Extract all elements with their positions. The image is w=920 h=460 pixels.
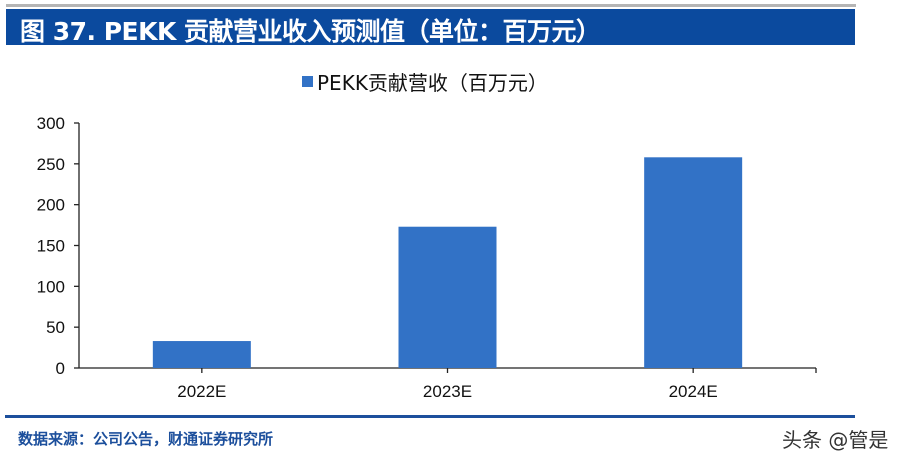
- x-axis: 2022E 2023E 2024E: [79, 367, 817, 401]
- x-tick-label: 2022E: [177, 382, 226, 401]
- y-axis: 0 50 100 150 200 250 300: [37, 114, 80, 378]
- source-note: 数据来源：公司公告，财通证券研究所: [18, 430, 274, 448]
- legend-swatch-icon: [302, 76, 313, 87]
- legend-label: PEKK贡献营收（百万元）: [317, 71, 548, 95]
- figure-title-bar: 图 37. PEKK 贡献营业收入预测值（单位：百万元）: [6, 9, 855, 46]
- bar: [398, 226, 497, 368]
- figure-title: 图 37. PEKK 贡献营业收入预测值（单位：百万元）: [20, 17, 601, 46]
- y-tick-label: 50: [46, 318, 65, 337]
- x-tick-label: 2024E: [669, 382, 718, 401]
- x-tick-label: 2023E: [423, 382, 472, 401]
- bar-chart: 0 50 100 150 200 250 300 2022E 2023E 2024E: [37, 114, 817, 401]
- y-tick-label: 100: [37, 277, 65, 296]
- chart-legend: PEKK贡献营收（百万元）: [302, 67, 548, 96]
- y-tick-label: 300: [37, 114, 65, 133]
- y-tick-label: 200: [37, 196, 65, 215]
- y-tick-label: 250: [37, 155, 65, 174]
- footer-divider: [5, 415, 855, 418]
- bars: [152, 157, 743, 368]
- top-divider: [6, 4, 856, 7]
- y-tick-label: 0: [56, 359, 65, 378]
- bar: [644, 157, 743, 368]
- bar: [152, 341, 251, 368]
- y-tick-label: 150: [37, 237, 65, 256]
- watermark: 头条 @管是: [782, 428, 889, 452]
